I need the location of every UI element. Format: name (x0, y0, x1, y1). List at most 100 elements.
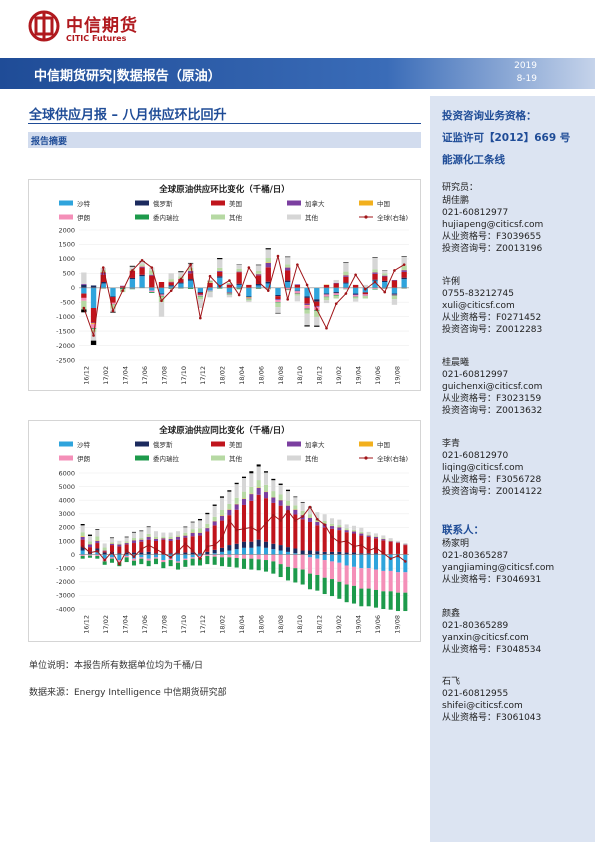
title-divider (28, 123, 421, 124)
bar-segment (403, 544, 408, 546)
x-tick-label: 19/08 (393, 366, 401, 385)
bar-segment (294, 294, 301, 296)
global-series-point (147, 543, 150, 547)
bar-segment (205, 555, 210, 565)
bar-segment (395, 554, 401, 573)
legend-swatch (135, 441, 149, 447)
bar-segment (234, 558, 239, 568)
bar-segment (234, 509, 239, 544)
global-series-point (325, 326, 328, 330)
unit-note: 单位说明：本报告所有数据单位均为千桶/日 (29, 661, 204, 671)
bar-segment (391, 294, 398, 296)
bar-segment (100, 270, 106, 272)
researcher-cert: 从业资格号：F3056728 (442, 475, 542, 485)
bar-segment (175, 539, 181, 554)
x-tick-label: 19/02 (335, 366, 343, 385)
bar-segment (139, 266, 145, 268)
bar-segment (372, 272, 378, 274)
bar-segment (315, 521, 320, 526)
global-series-point (228, 279, 231, 282)
contact-email[interactable]: shifei@citicsf.com (442, 701, 523, 711)
bar-segment (207, 282, 213, 288)
global-series-point (132, 555, 136, 558)
bar-segment (315, 512, 320, 519)
bar-segment (100, 274, 106, 282)
bar-segment (388, 554, 393, 571)
bar-segment (372, 279, 378, 281)
bar-segment (80, 546, 85, 551)
bar-segment (263, 471, 269, 473)
bar-segment (80, 525, 85, 533)
bar-segment (344, 554, 349, 566)
bar-segment (95, 554, 100, 556)
bar-segment (293, 505, 298, 510)
bar-segment (285, 566, 291, 581)
bar-segment (333, 293, 339, 295)
bar-segment (227, 490, 232, 492)
bar-segment (146, 554, 151, 559)
y-tick-label: -2000 (56, 578, 75, 586)
bar-segment (236, 264, 242, 269)
mom-supply-chart: 全球原油供应环比变化（千桶/日） 沙特 俄罗斯 美国 加拿大 中国 伊朗 委内瑞拉 其他 其他 全球… (28, 179, 421, 391)
bar-segment (217, 258, 223, 260)
bar-segment (285, 547, 291, 552)
bar-segment (275, 302, 281, 303)
researcher-email[interactable]: xuli@citicsf.com (442, 301, 515, 311)
bar-segment (256, 494, 261, 540)
researcher-cert: 从业资格号：F0271452 (442, 313, 542, 323)
bar-segment (120, 288, 126, 290)
bar-segment (249, 558, 254, 570)
y-tick-label: 0 (71, 551, 75, 559)
bar-segment (293, 497, 298, 506)
contact-email[interactable]: yanxin@citicsf.com (442, 633, 529, 643)
bar-segment (87, 541, 93, 545)
bar-segment (109, 545, 115, 552)
global-series-point (220, 536, 224, 540)
bar-segment (168, 279, 174, 282)
bar-segment (95, 529, 100, 537)
bar-segment (227, 515, 232, 546)
bar-segment (197, 518, 203, 521)
global-series-point (257, 280, 260, 284)
global-series-point (264, 522, 268, 525)
bar-segment (161, 532, 166, 537)
bar-segment (110, 304, 116, 309)
bar-segment (329, 554, 335, 562)
bar-segment (263, 547, 269, 555)
bar-segment (219, 509, 225, 516)
bar-segment (124, 541, 129, 543)
bar-segment (246, 298, 252, 300)
bar-segment (109, 557, 115, 559)
contact-phone: 021-60812955 (442, 689, 509, 699)
bar-segment (110, 297, 116, 303)
bar-segment (388, 540, 393, 541)
bar-segment (178, 272, 184, 277)
global-series-point (160, 299, 163, 303)
researcher-email[interactable]: guichenxi@citicsf.com (442, 382, 543, 392)
bar-segment (344, 530, 349, 533)
bar-segment (322, 551, 327, 555)
bar-segment (183, 527, 188, 533)
global-series-point (373, 280, 377, 284)
y-tick-label: 1000 (58, 537, 75, 545)
global-series-point (81, 545, 84, 548)
bar-segment (366, 553, 371, 555)
bar-segment (197, 553, 203, 555)
legend-swatch (359, 200, 373, 206)
global-series-point (305, 283, 309, 287)
legend-swatch (287, 455, 301, 461)
researcher-email[interactable]: hujiapeng@citicsf.com (442, 220, 544, 230)
bar-segment (139, 274, 145, 277)
bar-segment (285, 510, 291, 548)
researcher-email[interactable]: liqing@citicsf.com (442, 463, 524, 473)
bar-segment (322, 514, 327, 522)
global-series-point (360, 543, 363, 547)
global-series-line (83, 255, 405, 336)
bar-segment (120, 286, 126, 288)
contact-email[interactable]: yangjiaming@citicsf.com (442, 563, 555, 573)
bar-segment (285, 282, 291, 288)
bar-segment (217, 267, 223, 271)
bar-segment (278, 484, 283, 495)
bar-segment (351, 585, 357, 604)
bar-segment (205, 551, 210, 555)
